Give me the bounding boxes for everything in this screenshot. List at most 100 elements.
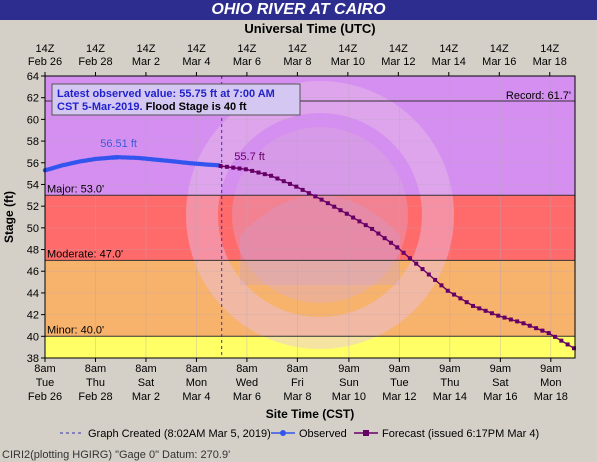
forecast-point xyxy=(496,313,501,318)
forecast-point xyxy=(489,311,494,316)
x-axis-title: Site Time (CST) xyxy=(266,407,354,421)
chart-title: OHIO RIVER AT CAIRO xyxy=(0,0,597,20)
forecast-point xyxy=(515,319,520,324)
bottom-tick-date: Feb 28 xyxy=(78,391,112,403)
flood-bands xyxy=(45,76,575,358)
top-tick-date: Mar 18 xyxy=(533,56,567,68)
bottom-tick-date: Mar 8 xyxy=(283,391,311,403)
y-tick-label: 58 xyxy=(27,136,39,148)
forecast-point xyxy=(445,288,450,293)
crest-annotation: 56.51 ft xyxy=(100,138,137,150)
y-tick-label: 60 xyxy=(27,114,39,126)
forecast-point xyxy=(313,194,318,199)
bottom-tick-time: 8am xyxy=(85,363,106,375)
forecast-point xyxy=(218,164,223,169)
top-tick-date: Feb 26 xyxy=(28,56,62,68)
forecast-point xyxy=(540,328,545,333)
moderate-label: Moderate: 47.0' xyxy=(47,248,123,260)
top-tick-time: 14Z xyxy=(136,43,155,55)
bottom-tick-date: Feb 26 xyxy=(28,391,62,403)
bottom-tick-date: Mar 6 xyxy=(233,391,261,403)
forecast-point xyxy=(464,300,469,305)
forecast-point xyxy=(382,236,387,241)
y-tick-label: 42 xyxy=(27,310,39,322)
y-tick-label: 52 xyxy=(27,201,39,213)
y-tick-label: 54 xyxy=(27,179,39,191)
forecast-point xyxy=(351,215,356,220)
forecast-point xyxy=(407,256,412,261)
top-tick-time: 14Z xyxy=(237,43,256,55)
forecast-point xyxy=(414,261,419,266)
y-tick-label: 64 xyxy=(27,71,39,83)
bottom-tick-time: 8am xyxy=(186,363,207,375)
y-tick-label: 44 xyxy=(27,288,39,300)
forecast-point xyxy=(521,321,526,326)
top-tick-time: 14Z xyxy=(338,43,357,55)
top-tick-time: 14Z xyxy=(36,43,55,55)
top-tick-time: 14Z xyxy=(540,43,559,55)
top-tick-time: 14Z xyxy=(490,43,509,55)
top-axis-title: Universal Time (UTC) xyxy=(244,21,375,36)
legend-created-label: Graph Created (8:02AM Mar 5, 2019) xyxy=(88,428,271,440)
top-tick-time: 14Z xyxy=(288,43,307,55)
forecast-point xyxy=(458,296,463,301)
legend-forecast-label: Forecast (issued 6:17PM Mar 4) xyxy=(382,428,539,440)
bottom-tick-date: Mar 4 xyxy=(182,391,210,403)
bottom-tick-time: 9am xyxy=(389,363,410,375)
forecast-point xyxy=(344,211,349,216)
info-date-line: CST 5-Mar-2019. Flood Stage is 40 ft xyxy=(57,101,247,113)
bottom-tick-time: 8am xyxy=(34,363,55,375)
bottom-tick-time: 9am xyxy=(540,363,561,375)
minor-label: Minor: 40.0' xyxy=(47,324,104,336)
bottom-tick-time: 9am xyxy=(338,363,359,375)
forecast-point xyxy=(231,165,236,170)
latest-annotation: 55.7 ft xyxy=(234,151,265,163)
top-tick-date: Mar 10 xyxy=(331,56,365,68)
bottom-tick-day: Thu xyxy=(440,377,459,389)
forecast-point xyxy=(376,231,381,236)
bottom-tick-time: 9am xyxy=(490,363,511,375)
forecast-point xyxy=(319,197,324,202)
bottom-tick-date: Mar 16 xyxy=(483,391,517,403)
legend-forecast-marker xyxy=(363,430,369,436)
forecast-point xyxy=(250,168,255,173)
forecast-point xyxy=(243,167,248,172)
bottom-tick-day: Wed xyxy=(236,377,258,389)
top-tick-time: 14Z xyxy=(439,43,458,55)
labels-layer: Record: 61.7' Major: 53.0' Moderate: 47.0'… xyxy=(47,83,571,336)
info-box xyxy=(51,83,301,116)
top-tick-date: Mar 12 xyxy=(381,56,415,68)
forecast-point xyxy=(534,326,539,331)
bottom-tick-date: Mar 10 xyxy=(332,391,366,403)
forecast-point xyxy=(502,315,507,320)
y-tick-label: 50 xyxy=(27,223,39,235)
forecast-point xyxy=(470,303,475,308)
y-tick-label: 48 xyxy=(27,245,39,257)
forecast-point xyxy=(439,283,444,288)
forecast-point xyxy=(306,191,311,196)
forecast-point xyxy=(256,170,261,175)
top-tick-date: Feb 28 xyxy=(78,56,112,68)
forecast-point xyxy=(325,201,330,206)
legend-observed-marker xyxy=(280,430,286,436)
forecast-point xyxy=(332,204,337,209)
forecast-point xyxy=(527,323,532,328)
watermark-wave xyxy=(240,195,400,285)
forecast-point xyxy=(426,272,431,277)
bottom-tick-day: Tue xyxy=(390,377,409,389)
forecast-point xyxy=(363,223,368,228)
info-date: CST 5-Mar-2019. xyxy=(57,101,146,113)
plot-border xyxy=(44,75,576,359)
forecast-point xyxy=(395,245,400,250)
bottom-tick-day: Thu xyxy=(86,377,105,389)
forecast-point xyxy=(433,277,438,282)
forecast-point xyxy=(237,166,242,171)
bottom-tick-day: Tue xyxy=(36,377,55,389)
band-minor xyxy=(45,336,575,358)
forecast-point xyxy=(565,342,570,347)
record-label: Record: 61.7' xyxy=(506,90,571,102)
forecast-point xyxy=(370,226,375,231)
y-tick-label: 40 xyxy=(27,331,39,343)
